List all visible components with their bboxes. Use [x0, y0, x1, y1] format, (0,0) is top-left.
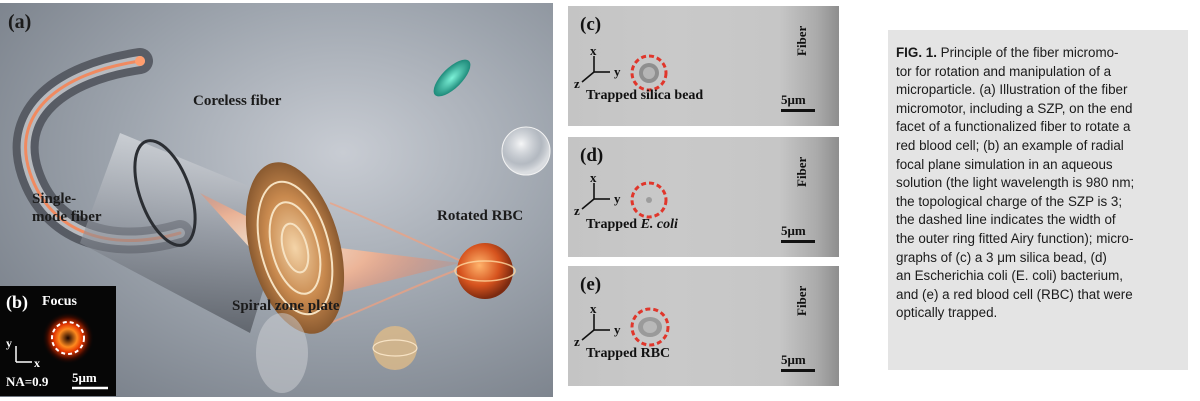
scale-bar	[781, 240, 815, 243]
caption-line: micromotor, including a SZP, on the end	[896, 100, 1133, 116]
panel-e-caption: Trapped RBC	[586, 346, 671, 361]
caption-line: red blood cell; (b) an example of radial	[896, 137, 1124, 153]
axis-x-label: x	[34, 356, 40, 370]
axis-x-label: x	[590, 170, 597, 185]
scale-bar-label: 5μm	[781, 92, 806, 107]
axis-z-label: z	[574, 76, 580, 91]
single-mode-fiber-label-line2: mode fiber	[32, 209, 102, 225]
silica-bead-image	[581, 54, 668, 92]
caption-line: facet of a functionalized fiber to rotat…	[896, 119, 1131, 135]
panel-b-inset: (b) Focus y x NA=0.9 5μm	[0, 286, 116, 396]
panel-c-caption: Trapped silica bead	[586, 88, 704, 103]
panel-a-letter: (a)	[8, 11, 32, 33]
axis-z-label: z	[574, 334, 580, 349]
fiber-label: Fiber	[794, 25, 809, 56]
axis-x-label: x	[590, 301, 597, 316]
panel-c-letter: (c)	[580, 14, 602, 35]
caption-line: the outer ring fitted Airy function); mi…	[896, 230, 1134, 246]
axis-y-label: y	[614, 322, 621, 337]
focus-simulation-image	[15, 312, 108, 390]
axis-z-label: z	[574, 203, 580, 218]
scale-bar	[781, 109, 815, 112]
figure-caption: FIG. 1. Principle of the fiber micromo- …	[896, 44, 1184, 323]
panel-d-micrograph: (d) x y z Trapped E. coli Fiber 5μm	[568, 137, 839, 257]
scale-bar-label: 5μm	[72, 370, 97, 385]
red-blood-cell-image	[581, 307, 670, 347]
caption-line: solution (the light wavelength is 980 nm…	[896, 175, 1135, 191]
scale-bar-label: 5μm	[781, 223, 806, 238]
spiral-zone-plate-label: Spiral zone plate	[232, 298, 340, 314]
axis-y-label: y	[614, 191, 621, 206]
fiber-label: Fiber	[794, 156, 809, 187]
panel-d-caption: Trapped E. coli	[586, 217, 678, 232]
panel-d-letter: (d)	[580, 145, 604, 166]
fiber-label: Fiber	[794, 285, 809, 316]
panel-b-letter: (b)	[6, 292, 28, 312]
caption-line: the dashed line indicates the width of	[896, 212, 1116, 228]
caption-line: Principle of the fiber micromo-	[936, 45, 1119, 60]
caption-line: microparticle. (a) Illustration of the f…	[896, 82, 1128, 98]
scale-bar	[781, 369, 815, 372]
caption-line: graphs of (c) a 3 μm silica bead, (d)	[896, 249, 1107, 265]
axis-y-label: y	[614, 64, 621, 79]
scale-bar-label: 5μm	[781, 352, 806, 367]
caption-line: optically trapped.	[896, 305, 998, 321]
figure-caption-box: FIG. 1. Principle of the fiber micromo- …	[888, 30, 1188, 370]
axis-y-label: y	[6, 336, 12, 350]
fiber-micromotor-illustration	[12, 48, 551, 393]
numerical-aperture-label: NA=0.9	[6, 374, 49, 389]
figure-label: FIG. 1.	[896, 45, 937, 60]
panel-e-micrograph: (e) x y z Trapped RBC Fiber 5μm	[568, 266, 839, 386]
single-mode-fiber-label-line1: Single-	[32, 191, 77, 207]
coreless-fiber-label: Coreless fiber	[193, 93, 282, 109]
panel-a-illustration: (a) Coreless fiber Single- mode fiber Ro…	[0, 3, 553, 397]
caption-line: an Escherichia coli (E. coli) bacterium,	[896, 268, 1123, 284]
panel-e-letter: (e)	[580, 274, 602, 295]
caption-line: the topological charge of the SZP is 3;	[896, 193, 1123, 209]
caption-line: focal plane simulation in an aqueous	[896, 156, 1113, 172]
caption-line: and (e) a red blood cell (RBC) that were	[896, 286, 1133, 302]
rotated-rbc-label: Rotated RBC	[437, 208, 524, 224]
e-coli-image	[581, 181, 668, 219]
panel-c-micrograph: (c) x y z Trapped silica bead Fiber 5μm	[568, 6, 839, 126]
axis-x-label: x	[590, 43, 597, 58]
focus-label: Focus	[42, 294, 77, 309]
caption-line: tor for rotation and manipulation of a	[896, 63, 1112, 79]
